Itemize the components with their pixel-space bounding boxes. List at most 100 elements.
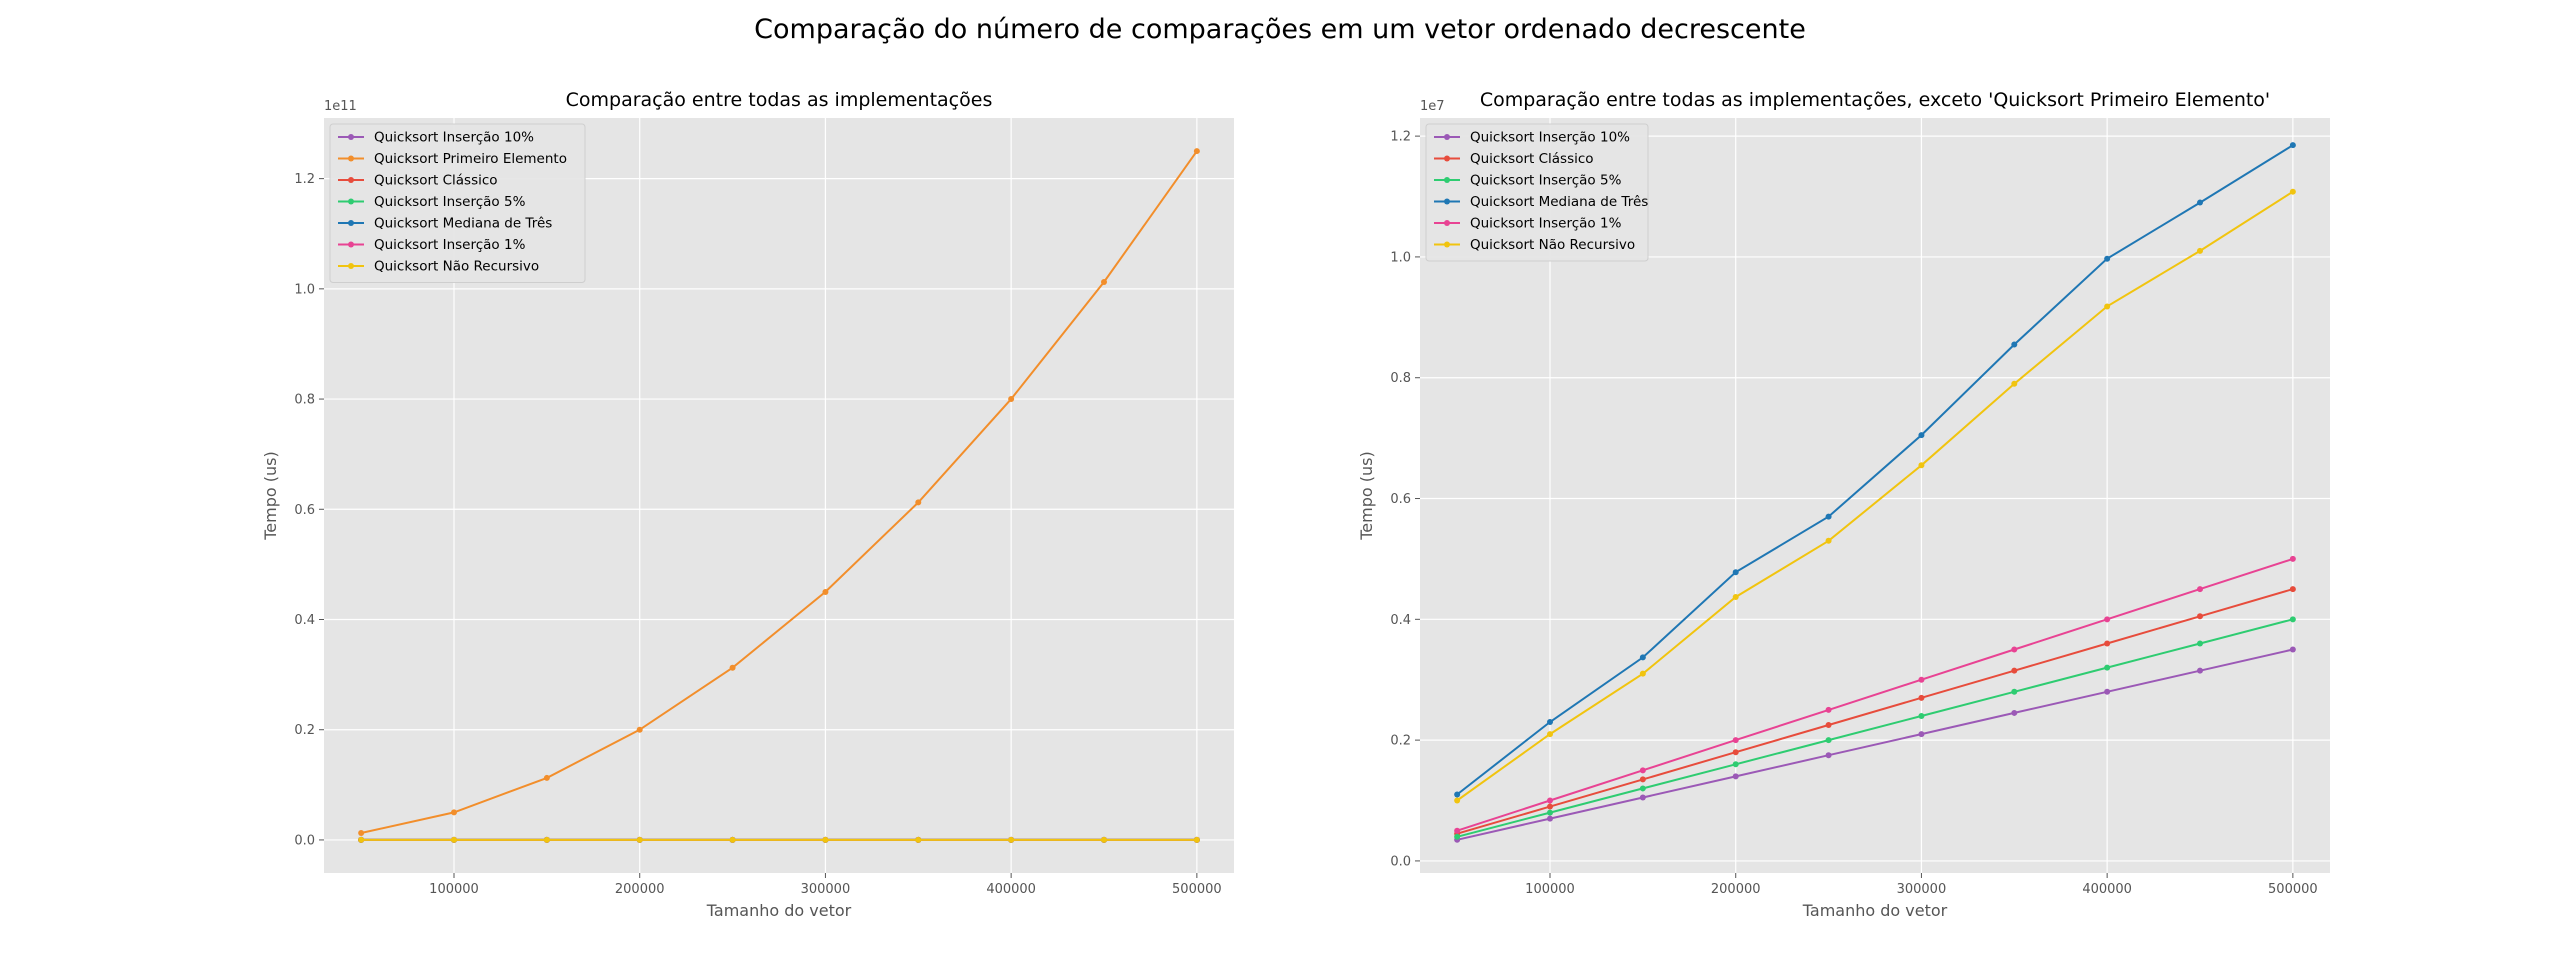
- x-tick-label: 100000: [1525, 882, 1575, 897]
- y-tick-label: 0.2: [294, 723, 315, 738]
- legend-item: Quicksort Mediana de Três: [338, 216, 552, 232]
- data-point: [1639, 785, 1646, 792]
- legend-label: Quicksort Clássico: [1470, 151, 1594, 167]
- data-point: [1825, 737, 1832, 744]
- legend-label: Quicksort Inserção 10%: [374, 130, 534, 146]
- legend-item: Quicksort Inserção 10%: [338, 130, 534, 146]
- legend-marker: [1444, 241, 1450, 248]
- data-point: [2104, 688, 2111, 695]
- data-point: [1825, 706, 1832, 713]
- data-point: [2289, 616, 2296, 623]
- data-point: [1825, 537, 1832, 544]
- y-tick-label: 0.4: [1390, 613, 1411, 628]
- legend-marker: [1444, 134, 1450, 140]
- legend-item: Quicksort Inserção 5%: [1434, 173, 1622, 189]
- data-point: [2104, 255, 2111, 262]
- legend: Quicksort Inserção 10% Quicksort Primeiro…: [329, 123, 586, 283]
- y-tick-label: 1.2: [294, 172, 315, 187]
- series-7: [358, 836, 1200, 843]
- legend-item: Quicksort Inserção 1%: [338, 237, 526, 253]
- data-point: [1547, 797, 1553, 804]
- legend-item: Quicksort Não Recursivo: [338, 259, 539, 275]
- data-point: [1639, 654, 1646, 661]
- y-tick-label: 0.2: [1390, 734, 1411, 749]
- x-tick-label: 300000: [1897, 882, 1947, 897]
- data-point: [729, 836, 736, 843]
- data-point: [636, 726, 643, 733]
- x-tick-label: 500000: [2268, 882, 2318, 897]
- x-tick-label: 200000: [615, 882, 665, 897]
- legend-label: Quicksort Primeiro Elemento: [374, 151, 567, 167]
- data-point: [2197, 247, 2203, 254]
- data-point: [2104, 664, 2111, 671]
- data-point: [1918, 676, 1925, 683]
- data-point: [1732, 569, 1739, 576]
- x-tick-label: 100000: [429, 882, 479, 897]
- y-tick-label: 0.0: [294, 833, 315, 848]
- data-point: [1547, 815, 1553, 822]
- data-point: [1639, 767, 1646, 774]
- data-point: [1639, 670, 1646, 677]
- legend-marker: [1444, 198, 1450, 205]
- figure-title: Comparação do número de comparações em u…: [754, 14, 1806, 45]
- legend-item: Quicksort Clássico: [1434, 151, 1594, 167]
- legend-item: Quicksort Inserção 1%: [1434, 216, 1622, 232]
- series-4: [1454, 142, 2296, 798]
- legend-label: Quicksort Não Recursivo: [1470, 237, 1635, 253]
- legend-marker: [348, 220, 354, 226]
- legend-item: Quicksort Mediana de Três: [1434, 194, 1648, 210]
- data-point: [358, 830, 365, 837]
- legend-box: [1425, 123, 1649, 262]
- data-point: [1454, 833, 1461, 840]
- data-point: [451, 809, 457, 816]
- data-point: [2289, 646, 2296, 653]
- data-point: [1639, 794, 1646, 801]
- y-tick-label: 1.2: [1390, 130, 1411, 145]
- data-point: [2289, 142, 2296, 149]
- data-point: [1101, 278, 1107, 285]
- legend-item: Quicksort Não Recursivo: [1434, 237, 1635, 253]
- x-tick-label: 200000: [1711, 882, 1761, 897]
- legend-label: Quicksort Inserção 10%: [1470, 130, 1630, 146]
- data-point: [1008, 396, 1015, 403]
- data-point: [1918, 712, 1925, 719]
- y-tick-label: 0.8: [1390, 371, 1411, 386]
- data-point: [2289, 555, 2296, 562]
- y-tick-label: 1.0: [294, 282, 315, 297]
- x-axis-label: Tamanho do vetor: [1802, 901, 1948, 920]
- legend-item: Quicksort Clássico: [338, 173, 498, 189]
- data-point: [2197, 199, 2203, 206]
- data-point: [1825, 752, 1832, 759]
- y-offset-text: 1e11: [324, 99, 357, 114]
- x-axis-label: Tamanho do vetor: [706, 901, 852, 920]
- legend-marker: [348, 177, 354, 183]
- y-tick-label: 0.4: [294, 613, 315, 628]
- subplot-title: Comparação entre todas as implementações…: [1480, 89, 2270, 111]
- y-axis-label: Tempo (us): [261, 451, 280, 540]
- data-point: [1454, 791, 1461, 798]
- data-point: [1547, 731, 1553, 738]
- data-point: [822, 588, 829, 595]
- legend-marker: [1444, 177, 1450, 183]
- data-point: [2011, 688, 2018, 695]
- y-tick-label: 1.0: [1390, 250, 1411, 265]
- data-point: [2011, 380, 2018, 387]
- legend-marker: [1444, 155, 1450, 162]
- legend-label: Quicksort Não Recursivo: [374, 259, 539, 275]
- series-line: [1456, 144, 2294, 796]
- data-point: [1547, 809, 1553, 816]
- data-point: [2011, 667, 2018, 674]
- data-point: [1454, 827, 1461, 834]
- data-point: [543, 774, 550, 781]
- legend-marker: [348, 198, 354, 205]
- data-point: [1918, 694, 1925, 701]
- data-point: [1193, 148, 1200, 155]
- series-line: [1456, 648, 2294, 841]
- series-line: [1456, 588, 2294, 835]
- data-point: [2197, 586, 2203, 593]
- data-point: [915, 836, 922, 843]
- legend-label: Quicksort Mediana de Três: [1470, 194, 1648, 210]
- x-tick-label: 400000: [986, 882, 1036, 897]
- legend-item: Quicksort Inserção 10%: [1434, 130, 1630, 146]
